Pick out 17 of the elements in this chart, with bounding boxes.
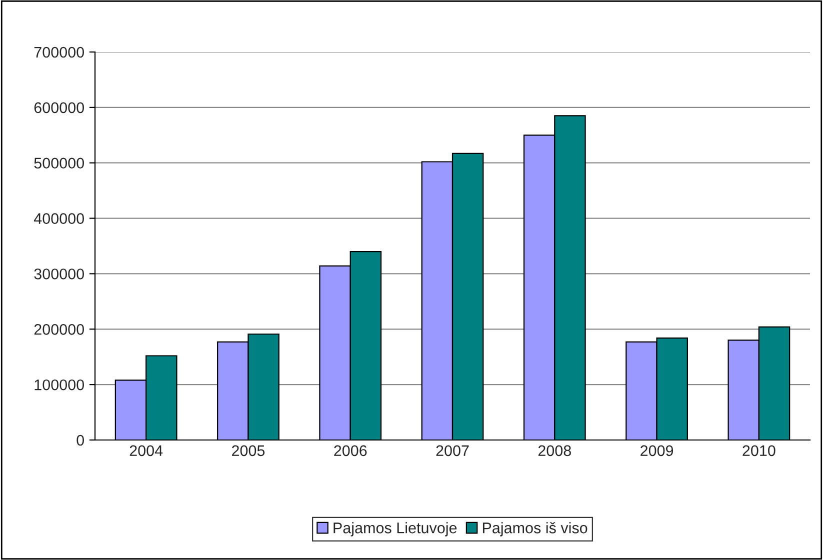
x-tick-label: 2004: [130, 445, 163, 456]
x-tick-label: 2005: [232, 445, 265, 456]
y-tick-label: 300000: [34, 268, 84, 280]
x-tick-label: 2008: [538, 445, 571, 456]
x-tick-label: 2006: [334, 445, 367, 456]
y-tick-label: 400000: [34, 213, 84, 224]
y-tick-label: 600000: [34, 102, 84, 114]
legend-label: Pajamos iš viso: [482, 522, 588, 536]
x-tick-label: 2007: [436, 445, 469, 456]
y-tick-label: 700000: [34, 46, 84, 58]
x-tick-label: 2010: [742, 445, 776, 456]
x-tick-label: 2009: [640, 445, 674, 456]
y-tick-label: 100000: [34, 379, 84, 390]
y-tick-label: 0: [76, 434, 84, 446]
y-tick-label: 200000: [34, 324, 84, 335]
legend-label: Pajamos Lietuvoje: [334, 522, 457, 536]
y-tick-label: 500000: [34, 158, 84, 169]
